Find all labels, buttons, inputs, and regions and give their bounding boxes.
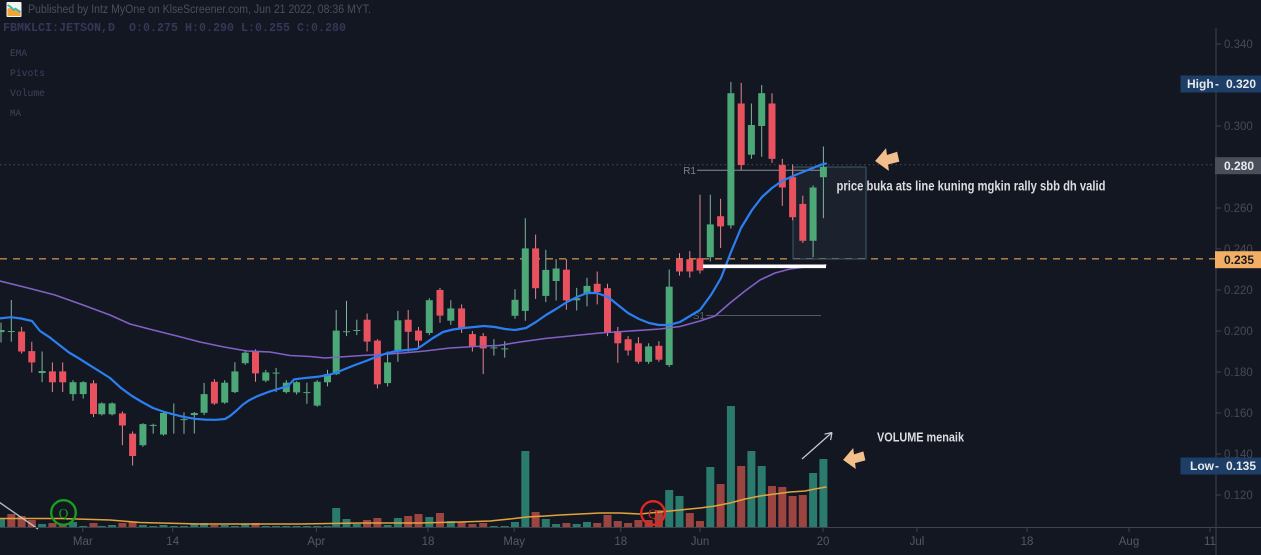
svg-text:-: - bbox=[1215, 77, 1219, 91]
svg-text:0.220: 0.220 bbox=[1224, 285, 1253, 297]
svg-text:May: May bbox=[503, 536, 525, 548]
svg-text:price buka ats line kuning mgk: price buka ats line kuning mgkin rally s… bbox=[837, 179, 1106, 194]
svg-text:0.320: 0.320 bbox=[1226, 77, 1256, 91]
svg-text:0.340: 0.340 bbox=[1224, 39, 1253, 51]
svg-text:0.300: 0.300 bbox=[1224, 121, 1253, 133]
svg-text:Q: Q bbox=[648, 508, 658, 523]
svg-text:0.135: 0.135 bbox=[1226, 459, 1256, 473]
svg-text:18: 18 bbox=[614, 536, 627, 548]
svg-text:Q: Q bbox=[59, 506, 69, 521]
svg-text:-: - bbox=[1215, 459, 1219, 473]
svg-text:High: High bbox=[1187, 77, 1214, 91]
svg-text:0.120: 0.120 bbox=[1224, 490, 1253, 502]
svg-text:Jun: Jun bbox=[691, 536, 710, 548]
svg-text:0.235: 0.235 bbox=[1224, 253, 1254, 267]
svg-text:S1: S1 bbox=[693, 311, 706, 322]
svg-text:FBMKLCI:JETSON,D O:0.275 H:0.: FBMKLCI:JETSON,D O:0.275 H:0.290 L:0.255… bbox=[3, 21, 346, 35]
svg-text:Jul: Jul bbox=[910, 536, 925, 548]
svg-text:MA: MA bbox=[10, 109, 21, 120]
svg-text:14: 14 bbox=[166, 536, 179, 548]
svg-text:0.180: 0.180 bbox=[1224, 367, 1253, 379]
svg-text:0.260: 0.260 bbox=[1224, 203, 1253, 215]
svg-text:0.200: 0.200 bbox=[1224, 326, 1253, 338]
svg-text:R1: R1 bbox=[683, 166, 696, 177]
svg-text:Volume: Volume bbox=[10, 88, 45, 100]
svg-text:0.280: 0.280 bbox=[1224, 159, 1254, 173]
svg-text:18: 18 bbox=[1021, 536, 1034, 548]
svg-text:Low: Low bbox=[1190, 459, 1215, 473]
svg-text:Published by Intz MyOne on Kls: Published by Intz MyOne on KlseScreener.… bbox=[28, 4, 371, 16]
svg-text:Apr: Apr bbox=[307, 536, 325, 548]
svg-text:18: 18 bbox=[422, 536, 435, 548]
svg-text:Aug: Aug bbox=[1119, 536, 1139, 548]
svg-text:0.160: 0.160 bbox=[1224, 408, 1253, 420]
svg-text:VOLUME menaik: VOLUME menaik bbox=[877, 430, 965, 445]
svg-text:Pivots: Pivots bbox=[10, 68, 45, 80]
svg-text:Mar: Mar bbox=[73, 536, 93, 548]
svg-text:20: 20 bbox=[817, 536, 830, 548]
svg-text:EMA: EMA bbox=[10, 49, 27, 60]
svg-text:11: 11 bbox=[1204, 536, 1216, 548]
